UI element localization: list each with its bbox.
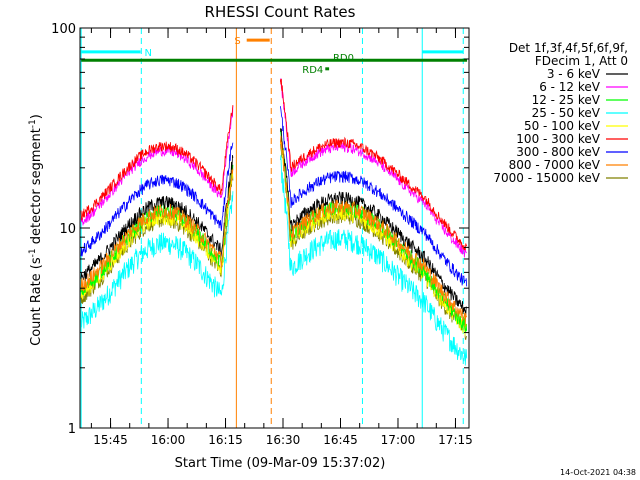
annotation-label: RD4 — [302, 65, 323, 76]
legend-entry-label: 12 - 25 keV — [532, 93, 601, 107]
y-tick-label: 100 — [51, 22, 76, 37]
y-axis-label: Count Rate (s-1 detector segment-1) — [28, 114, 44, 346]
legend-entry: 3 - 6 keV — [547, 67, 628, 81]
annotation-label: S — [234, 36, 240, 47]
x-tick-label: 16:30 — [266, 433, 301, 447]
legend-entry-label: 100 - 300 keV — [516, 132, 600, 146]
x-tick-label: 16:00 — [151, 433, 186, 447]
legend-entry-label: 7000 - 15000 keV — [493, 171, 600, 185]
legend-entry-label: 800 - 7000 keV — [509, 158, 601, 172]
series-line — [80, 155, 468, 366]
x-tick-label: 16:45 — [323, 433, 358, 447]
series-layer — [80, 78, 468, 366]
chart-title: RHESSI Count Rates — [205, 3, 356, 21]
y-tick-label: 10 — [59, 222, 76, 237]
legend-entry: 12 - 25 keV — [532, 93, 628, 107]
x-tick-label: 16:15 — [208, 433, 243, 447]
legend: Det 1f,3f,4f,5f,6f,9f, FDecim 1, Att 0 3… — [493, 41, 628, 185]
legend-entry-label: 25 - 50 keV — [532, 106, 601, 120]
x-tick-label: 17:15 — [438, 433, 473, 447]
legend-entry: 6 - 12 keV — [539, 80, 628, 94]
series-line — [80, 128, 468, 317]
legend-entry: 800 - 7000 keV — [509, 158, 628, 172]
x-tick-label: 15:45 — [93, 433, 128, 447]
annotation-label: N — [145, 48, 152, 59]
series-line — [80, 135, 468, 327]
legend-entry-label: 50 - 100 keV — [524, 119, 601, 133]
annotation-layer: N S RD0 RD4 — [81, 36, 468, 76]
legend-entry: 50 - 100 keV — [524, 119, 628, 133]
annotation-label: RD0 — [333, 53, 354, 64]
legend-entry: 100 - 300 keV — [516, 132, 628, 146]
legend-entry: 300 - 800 keV — [516, 145, 628, 159]
legend-entry: 7000 - 15000 keV — [493, 171, 628, 185]
ticks-layer: 15:45 16:00 16:15 16:30 16:45 17:00 17:15 1 10 10… — [51, 22, 473, 447]
legend-header-line-2: FDecim 1, Att 0 — [535, 54, 628, 68]
series-line — [80, 78, 468, 251]
series-line — [80, 106, 468, 287]
timestamp: 14-Oct-2021 04:38 — [560, 468, 636, 477]
legend-header-line-1: Det 1f,3f,4f,5f,6f,9f, — [509, 41, 628, 55]
legend-entry-label: 300 - 800 keV — [516, 145, 600, 159]
legend-entry-label: 6 - 12 keV — [539, 80, 601, 94]
legend-entry-label: 3 - 6 keV — [547, 67, 601, 81]
y-tick-label: 1 — [68, 422, 76, 437]
x-axis-label: Start Time (09-Mar-09 15:37:02) — [175, 456, 386, 471]
x-tick-label: 17:00 — [381, 433, 416, 447]
legend-entry: 25 - 50 keV — [532, 106, 628, 120]
